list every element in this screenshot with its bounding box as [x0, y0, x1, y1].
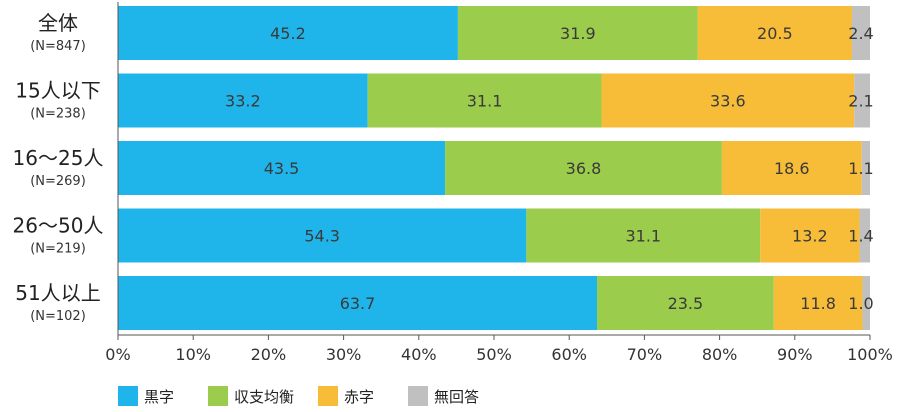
bar-segment [118, 276, 598, 330]
bar-segment [118, 141, 446, 195]
data-label: 1.1 [848, 159, 873, 178]
bar-segment [457, 6, 698, 60]
bar-segment [854, 73, 870, 128]
category-sample-size: (N=238) [30, 107, 86, 122]
x-tick-label: 40% [401, 345, 437, 364]
data-label: 45.2 [270, 24, 306, 43]
x-tick-label: 80% [702, 345, 738, 364]
bar-segment [697, 6, 852, 60]
bars: 45.2 31.9 20.5 2.4 33.2 31.1 33.6 2.1 43.5 36.8 18… [118, 6, 874, 330]
x-tick-label: 50% [476, 345, 512, 364]
x-tick-label: 70% [627, 345, 663, 364]
bar-segment [851, 6, 870, 60]
data-label: 31.1 [467, 92, 503, 111]
data-label: 31.9 [560, 24, 596, 43]
x-tick-label: 0% [105, 345, 130, 364]
bar-segment [118, 6, 458, 60]
data-label: 1.4 [848, 227, 873, 246]
category-labels: 全体 (N=847) 15人以下 (N=238) 16～25人 (N=269) 26～50人… [13, 11, 104, 324]
bar-segment [721, 141, 862, 195]
data-label: 43.5 [264, 159, 300, 178]
legend-swatch [118, 386, 138, 406]
bar-segment [445, 141, 722, 195]
x-tick-label: 100% [847, 345, 893, 364]
legend-label: 収支均衡 [234, 388, 294, 406]
x-tick-label: 30% [326, 345, 362, 364]
legend-label: 無回答 [434, 388, 479, 406]
bar-segment [859, 208, 870, 263]
category-label: 26～50人 [13, 214, 104, 238]
bar-segment [862, 276, 870, 330]
bar-segment [526, 208, 761, 263]
data-label: 33.6 [710, 92, 746, 111]
data-label: 2.4 [848, 24, 873, 43]
data-label: 11.8 [800, 294, 836, 313]
category-label: 51人以上 [15, 281, 100, 305]
category-sample-size: (N=102) [30, 309, 86, 324]
bar-segment [773, 276, 863, 330]
category-sample-size: (N=847) [30, 39, 86, 54]
x-axis: 0% 10% 20% 30% 40% 50% 60% 70% 80% 90% 100% [105, 2, 893, 364]
data-label: 1.0 [848, 294, 873, 313]
legend-label: 赤字 [344, 388, 374, 406]
category-label: 全体 [38, 11, 78, 35]
data-label: 23.5 [668, 294, 704, 313]
category-label: 15人以下 [15, 79, 100, 103]
bar-segment [597, 276, 774, 330]
bar-segment [601, 73, 855, 128]
bar-segment [118, 208, 527, 263]
data-label: 36.8 [566, 159, 602, 178]
data-label: 31.1 [625, 227, 661, 246]
legend-swatch [208, 386, 228, 406]
data-label: 18.6 [774, 159, 810, 178]
x-tick-label: 20% [251, 345, 287, 364]
legend: 黒字 収支均衡 赤字 無回答 [118, 386, 479, 406]
category-sample-size: (N=219) [30, 242, 86, 257]
bar-segment [760, 208, 860, 263]
category-label: 16～25人 [13, 146, 104, 170]
data-label: 33.2 [225, 92, 261, 111]
data-label: 13.2 [792, 227, 828, 246]
data-label: 54.3 [304, 227, 340, 246]
legend-label: 黒字 [144, 388, 174, 406]
data-label: 20.5 [757, 24, 793, 43]
bar-segment [118, 73, 368, 128]
data-label: 2.1 [848, 92, 873, 111]
x-tick-label: 60% [551, 345, 587, 364]
legend-swatch [408, 386, 428, 406]
bar-segment [861, 141, 870, 195]
legend-swatch [318, 386, 338, 406]
x-tick-label: 90% [777, 345, 813, 364]
bar-segment [367, 73, 602, 128]
x-tick-label: 10% [175, 345, 211, 364]
category-sample-size: (N=269) [30, 174, 86, 189]
data-label: 63.7 [340, 294, 376, 313]
